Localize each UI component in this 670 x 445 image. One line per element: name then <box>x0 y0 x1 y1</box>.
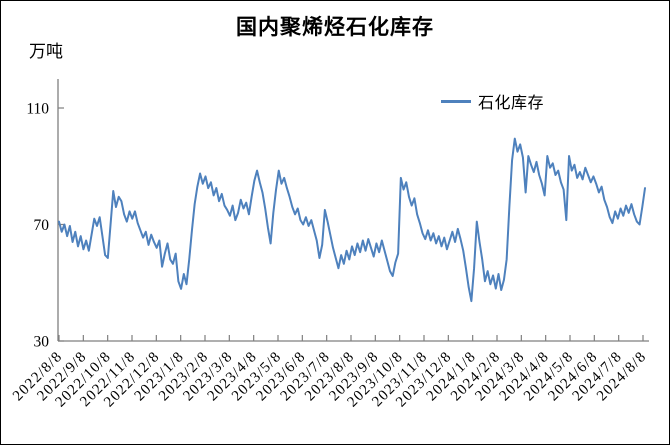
y-axis-unit-label: 万吨 <box>29 42 63 61</box>
chart-title: 国内聚烯烃石化库存 <box>236 15 434 39</box>
legend-series-label: 石化库存 <box>478 95 545 112</box>
y-tick-label: 110 <box>26 101 49 118</box>
legend-line-swatch <box>441 99 471 103</box>
y-tick-label: 70 <box>34 217 50 234</box>
inventory-series-line <box>58 137 646 303</box>
legend: 石化库存 <box>441 89 544 113</box>
y-tick-label: 30 <box>34 334 50 351</box>
